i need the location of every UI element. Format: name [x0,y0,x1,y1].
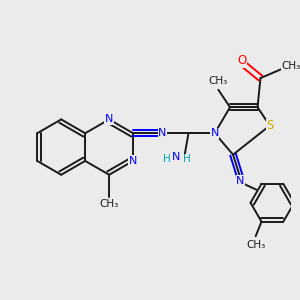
Text: N: N [129,156,137,166]
Text: CH₃: CH₃ [246,240,265,250]
Text: N: N [158,128,166,138]
Text: N: N [236,176,244,186]
Text: N: N [105,114,113,124]
Text: O: O [238,54,247,67]
Text: CH₃: CH₃ [281,61,300,71]
Text: N: N [211,128,219,138]
Text: H: H [163,154,170,164]
Text: CH₃: CH₃ [209,76,228,86]
Text: N: N [172,152,180,162]
Text: S: S [266,119,274,132]
Text: CH₃: CH₃ [100,199,119,209]
Text: H: H [183,154,191,164]
